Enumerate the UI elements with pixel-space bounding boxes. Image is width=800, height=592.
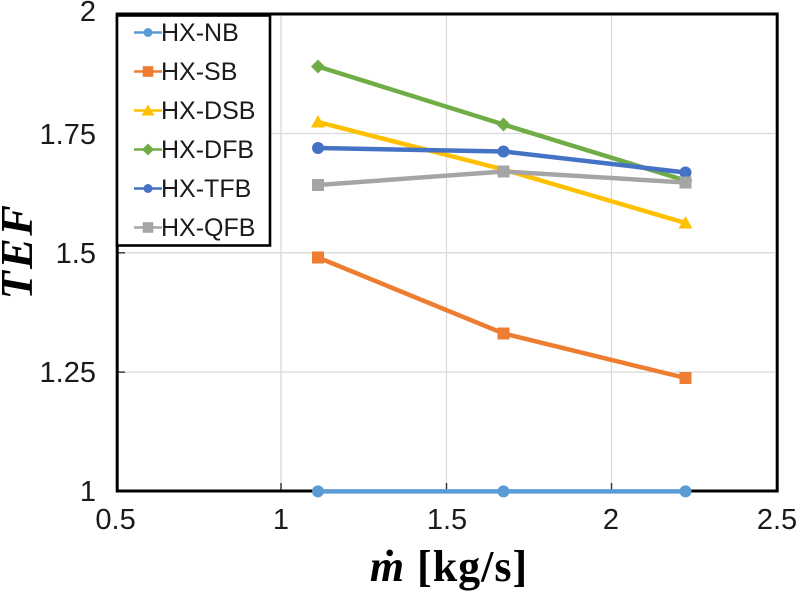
svg-text:HX-DSB: HX-DSB (161, 97, 255, 125)
svg-text:HX-TFB: HX-TFB (161, 175, 251, 203)
svg-text:1: 1 (273, 504, 289, 536)
svg-text:0.5: 0.5 (95, 504, 135, 536)
svg-text:ṁ [kg/s]: ṁ [kg/s] (370, 542, 528, 591)
svg-text:HX-DFB: HX-DFB (161, 136, 254, 164)
svg-text:HX-QFB: HX-QFB (161, 214, 255, 242)
svg-text:TEF: TEF (0, 203, 42, 300)
svg-text:1.5: 1.5 (56, 238, 96, 270)
svg-text:2: 2 (80, 0, 96, 28)
svg-text:2.5: 2.5 (757, 504, 797, 536)
svg-text:HX-NB: HX-NB (161, 19, 239, 47)
svg-text:1.25: 1.25 (40, 357, 96, 389)
svg-text:2: 2 (603, 504, 619, 536)
svg-text:HX-SB: HX-SB (161, 58, 237, 86)
svg-text:1.75: 1.75 (40, 119, 96, 151)
svg-text:1: 1 (80, 476, 96, 508)
svg-text:1.5: 1.5 (427, 504, 467, 536)
